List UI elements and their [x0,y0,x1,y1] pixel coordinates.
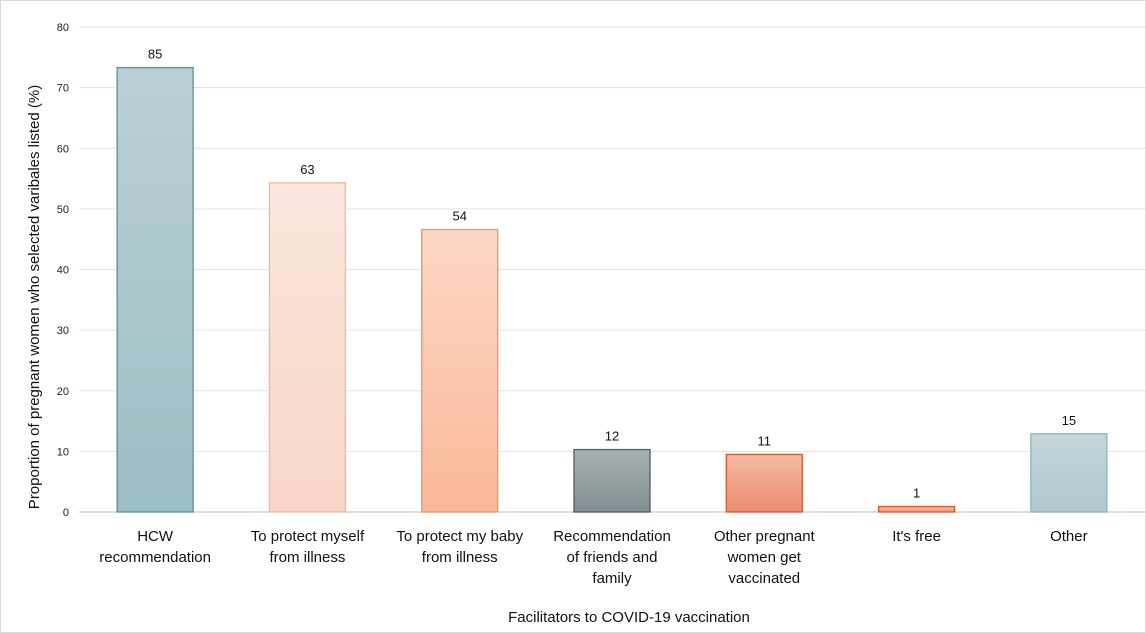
x-category-label: Other [1050,528,1088,545]
x-axis-title: Facilitators to COVID-19 vaccination [508,609,750,626]
y-tick-label: 30 [57,325,69,337]
y-tick-label: 60 [57,143,69,155]
bars [116,66,1108,513]
bar [116,66,194,513]
bar [573,448,651,513]
data-label: 63 [300,162,314,177]
data-label: 54 [452,208,466,223]
y-tick-label: 80 [57,22,69,34]
bar [421,228,499,513]
data-label: 15 [1062,413,1076,428]
y-tick-label: 0 [63,507,69,519]
x-category-label: Recommendation of friends and family [553,528,671,587]
data-label: 85 [148,47,162,62]
y-tick-label: 50 [57,204,69,216]
y-tick-label: 40 [57,265,69,277]
gridlines [79,26,1145,513]
y-tick-label: 70 [57,83,69,95]
x-axis-categories: HCW recommendation To protect myself from i… [99,528,1087,587]
data-label: 11 [758,433,772,448]
y-axis-ticks: 0 10 20 30 40 50 60 70 80 [57,22,69,519]
x-category-label: Other pregnant women get vaccinated [714,528,816,587]
x-category-label: It's free [892,528,941,545]
x-category-label: To protect my baby from illness [396,528,523,566]
y-tick-label: 20 [57,386,69,398]
data-label: 12 [605,429,619,444]
y-tick-label: 10 [57,446,69,458]
x-category-label: HCW recommendation [99,528,211,566]
bar [268,182,347,513]
bar [1030,433,1108,513]
y-axis-title: Proportion of pregnant women who selecte… [26,85,43,509]
bar [877,505,956,513]
bar [725,453,803,513]
x-category-label: To protect myself from illness [251,528,365,566]
data-label: 1 [913,486,920,501]
